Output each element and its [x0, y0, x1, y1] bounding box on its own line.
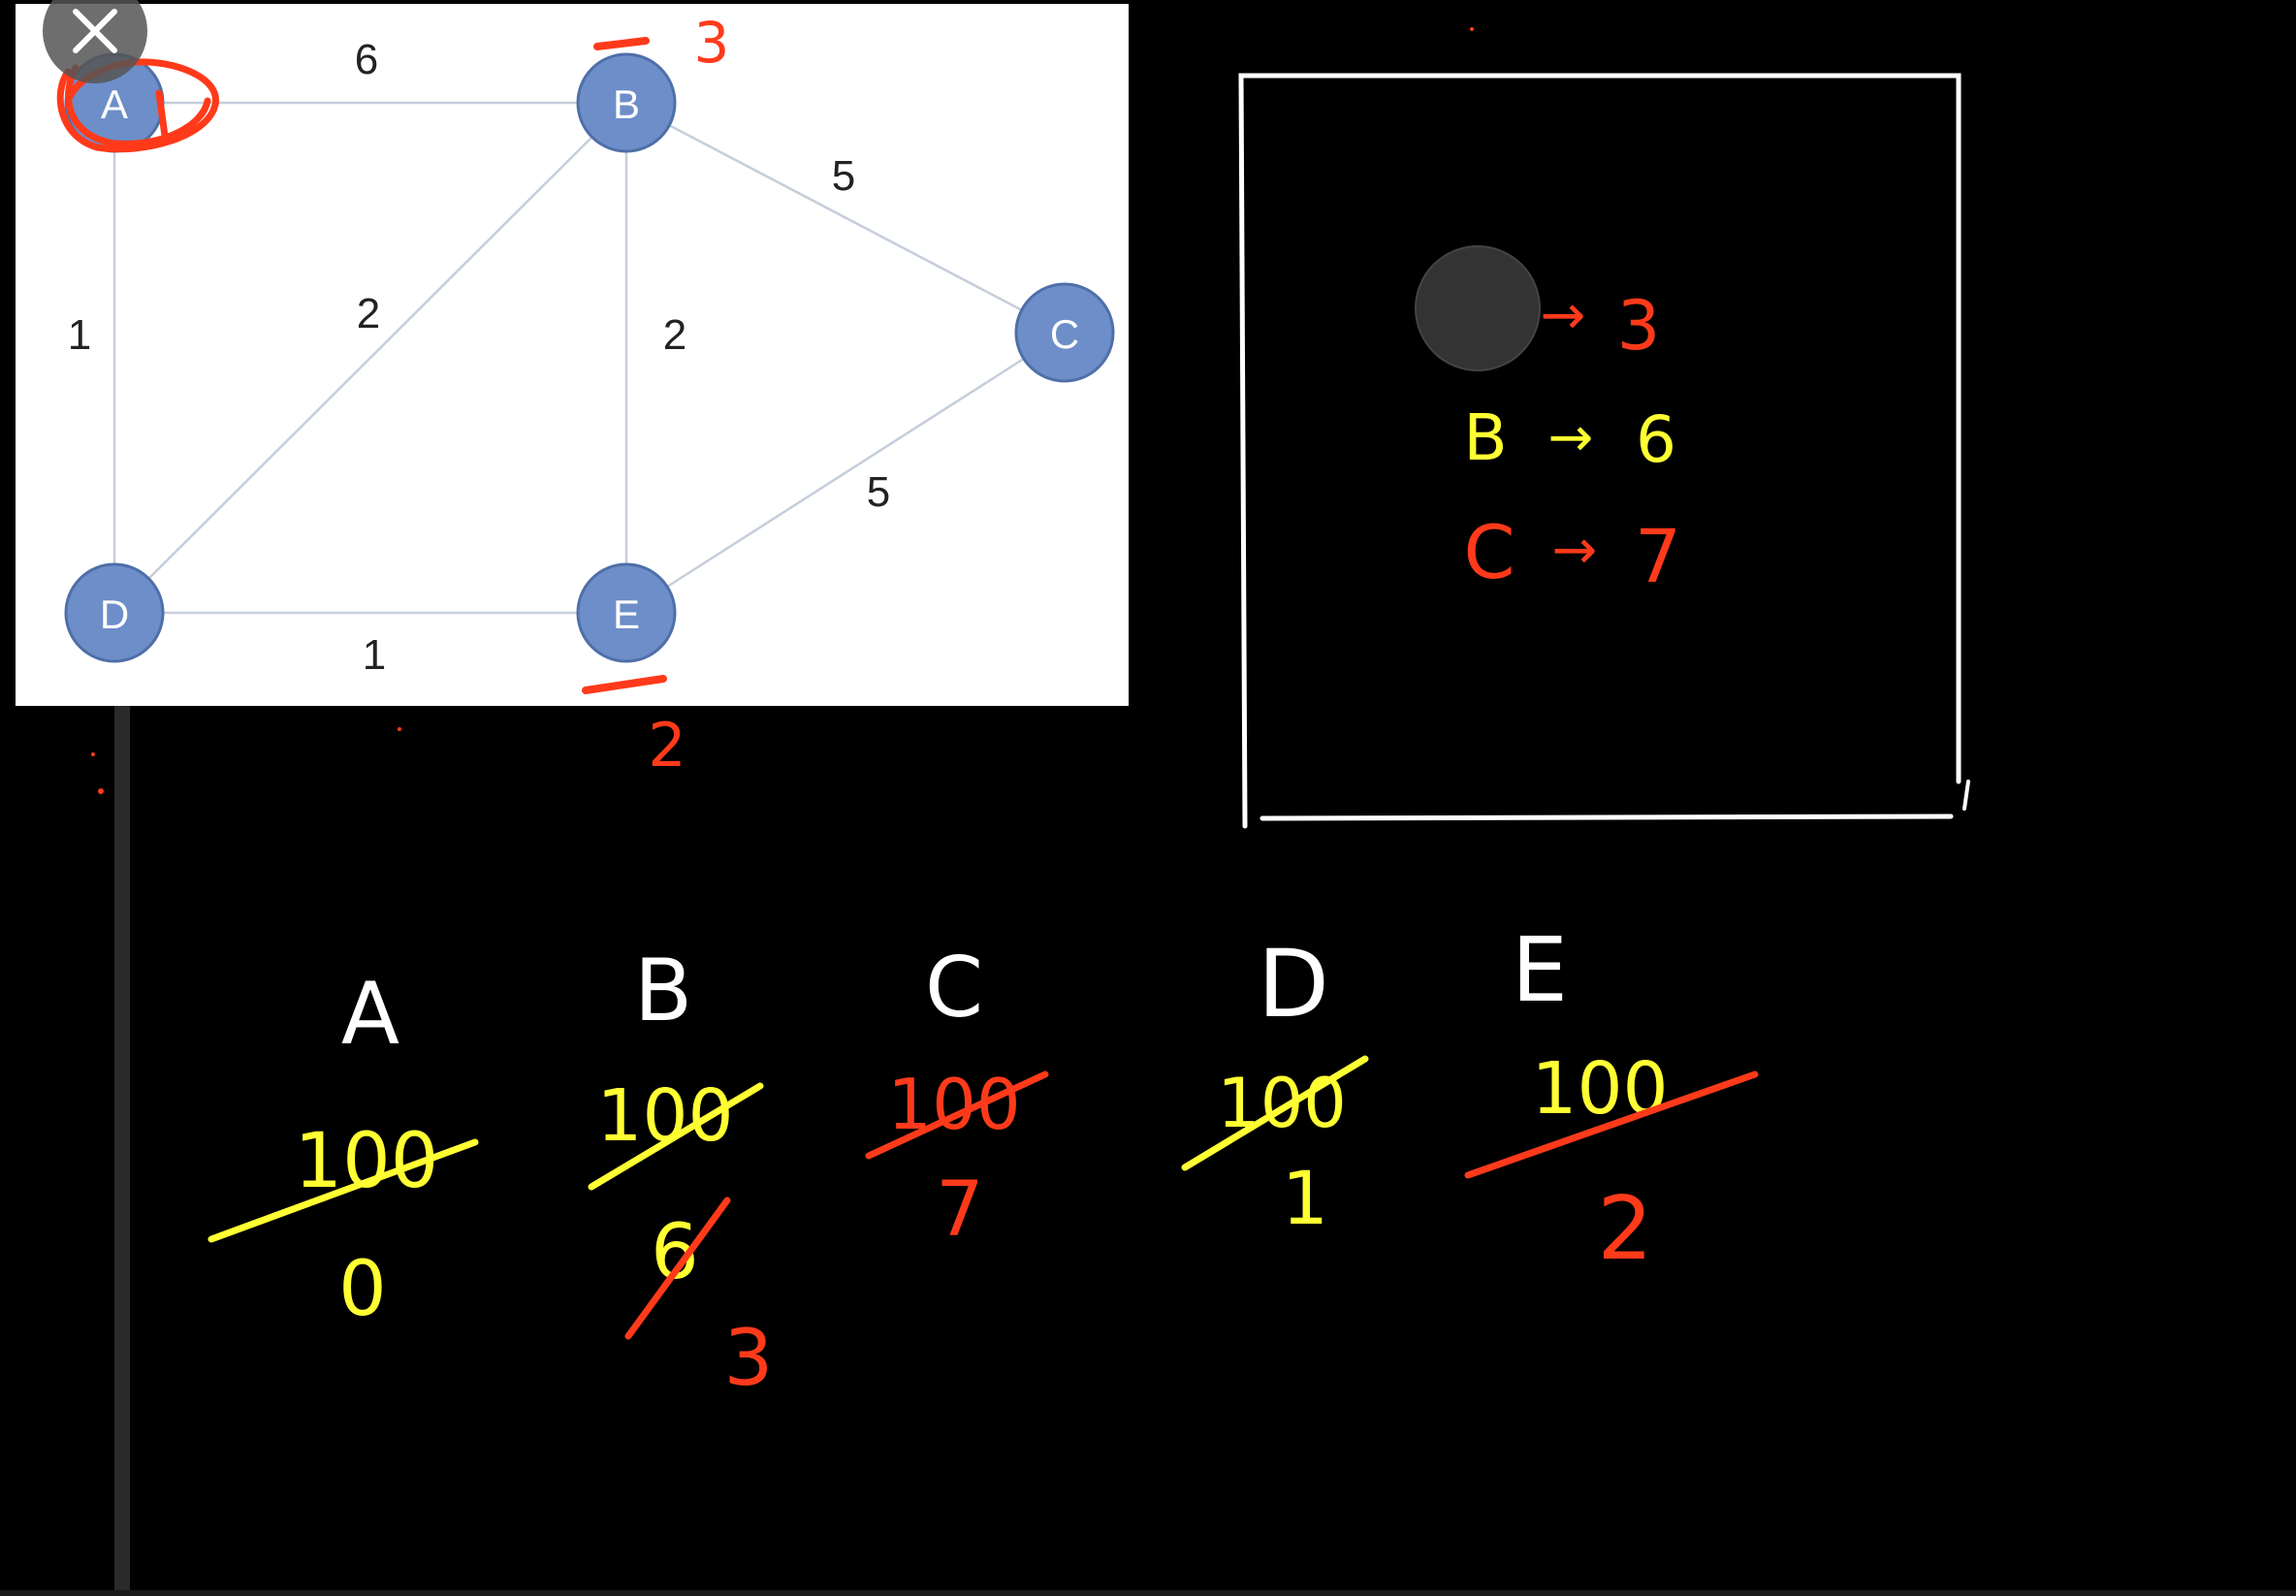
- queue-row-1-value: 3: [1617, 286, 1661, 366]
- red-ink-dash-e: [582, 675, 667, 694]
- column-a-header: A: [341, 964, 399, 1064]
- node-c-label: C: [1050, 311, 1079, 357]
- red-ink-b-note: 3: [694, 10, 730, 76]
- weight-b-c: 5: [832, 152, 855, 200]
- node-c-circle: [1014, 282, 1115, 383]
- queue-row-2-arrow: →: [1548, 406, 1594, 469]
- node-d-label: D: [100, 591, 129, 637]
- queue-row-2: B → 6: [1463, 400, 1676, 477]
- node-e: E: [576, 562, 677, 663]
- column-d-value-1: 1: [1282, 1155, 1328, 1241]
- node-b-label: B: [613, 81, 640, 127]
- column-a-value-1: 0: [338, 1246, 387, 1333]
- column-e: E 100 2: [1464, 918, 1759, 1280]
- edge-b-c: [625, 101, 1066, 335]
- queue-row-2-value: 6: [1636, 402, 1676, 477]
- weight-a-d: 1: [68, 311, 91, 359]
- red-ink-dash-b: [593, 37, 650, 50]
- queue-row-3-arrow: →: [1552, 519, 1598, 582]
- graph-panel: 6 1 2 2 5 1 5 A B C D: [16, 0, 1129, 706]
- queue-row-3-node: C: [1463, 509, 1515, 595]
- node-e-circle: [576, 562, 677, 663]
- column-b: B 100 6 3: [588, 941, 774, 1403]
- queue-row-1-arrow: →: [1541, 284, 1586, 347]
- close-icon[interactable]: [73, 9, 117, 53]
- node-b-circle: [576, 52, 677, 153]
- column-e-value-1: 2: [1597, 1178, 1652, 1280]
- column-b-strike: [588, 1082, 764, 1191]
- column-b-value-2: 3: [724, 1313, 774, 1403]
- column-d: D 100 1: [1181, 930, 1369, 1241]
- column-c-value-1: 7: [936, 1166, 984, 1254]
- edge-e-c: [625, 331, 1066, 615]
- queue-row-2-node: B: [1463, 400, 1507, 475]
- node-c: C: [1014, 282, 1115, 383]
- queue-row-1: → 3: [1541, 284, 1661, 366]
- distance-table: A 100 0 B 100 6 3 C 100 7 D 100 1: [207, 918, 1759, 1403]
- node-d-circle: [64, 562, 165, 663]
- graph-nodes: A B C D E: [64, 52, 1115, 663]
- column-a-strike: [207, 1138, 479, 1243]
- ink-dot: [398, 727, 401, 731]
- edge-b-d: [113, 102, 627, 614]
- column-e-header: E: [1512, 918, 1568, 1022]
- priority-queue-box: → 3 B → 6 C → 7: [1238, 73, 1970, 829]
- column-b-value-1-strike: [624, 1197, 731, 1340]
- column-b-header: B: [634, 941, 692, 1040]
- column-e-strike: [1464, 1070, 1759, 1179]
- queue-box-outline: [1238, 73, 1961, 829]
- red-ink-e-note: 2: [648, 710, 686, 781]
- column-c-header: C: [925, 940, 983, 1037]
- column-c: C 100 7: [865, 940, 1049, 1254]
- column-e-initial: 100: [1531, 1047, 1668, 1131]
- weight-b-e: 2: [663, 311, 686, 359]
- close-button-background[interactable]: [43, 0, 147, 83]
- queue-row-3-value: 7: [1635, 513, 1681, 599]
- column-d-strike: [1181, 1055, 1369, 1171]
- queue-row-3: C → 7: [1463, 509, 1681, 599]
- node-d: D: [64, 562, 165, 663]
- close-button[interactable]: [43, 0, 147, 83]
- weight-a-b: 6: [355, 36, 378, 83]
- bottom-border: [0, 1590, 2296, 1596]
- weight-d-e: 1: [363, 631, 386, 679]
- ink-dot: [1470, 27, 1474, 31]
- queue-box-tick: [1962, 780, 1970, 811]
- graph-edges: [112, 101, 1066, 615]
- node-e-label: E: [613, 591, 640, 637]
- column-c-initial: 100: [887, 1064, 1020, 1145]
- pointer-cursor-dot: [1415, 245, 1541, 371]
- node-a-label: A: [101, 81, 128, 127]
- ink-dot: [91, 752, 95, 756]
- weight-e-c: 5: [867, 468, 890, 516]
- queue-box-bottom: [1260, 814, 1954, 821]
- ink-dot: [98, 788, 104, 794]
- column-d-header: D: [1258, 930, 1329, 1038]
- edge-weights: 6 1 2 2 5 1 5: [68, 36, 890, 679]
- weight-b-d: 2: [357, 290, 380, 337]
- node-b: B: [576, 52, 677, 153]
- column-a: A 100 0: [207, 964, 479, 1333]
- left-gutter-strip: [114, 703, 130, 1596]
- column-d-initial: 100: [1217, 1064, 1347, 1143]
- column-c-strike: [865, 1070, 1049, 1160]
- graph-panel-background: [16, 4, 1129, 706]
